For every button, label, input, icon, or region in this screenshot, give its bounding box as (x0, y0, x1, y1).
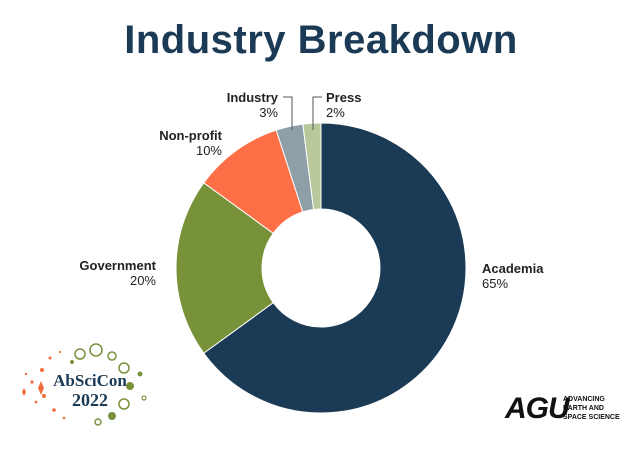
agu-tagline-line-2: EARTH AND (563, 405, 604, 412)
slice-label-press: Press 2% (326, 90, 361, 120)
slice-label-non-profit: Non-profit 10% (140, 128, 222, 158)
chart-title: Industry Breakdown (124, 18, 518, 62)
slice-name-press: Press (326, 90, 362, 105)
slice-label-government: Government 20% (70, 258, 156, 288)
slice-press (302, 122, 322, 211)
agu-tagline: ADVANCING EARTH AND SPACE SCIENCE (563, 395, 625, 422)
slice-government (175, 182, 274, 354)
agu-tagline-line-3: SPACE SCIENCE (563, 414, 620, 421)
leader-line-press (312, 96, 322, 130)
slice-name-non-profit: Non-profit (159, 128, 222, 143)
agu-tagline-line-1: ADVANCING (563, 396, 605, 403)
slice-academia (202, 122, 467, 414)
slice-label-academia: Academia 65% (482, 261, 543, 291)
slice-label-industry: Industry 3% (212, 90, 278, 120)
logo-sparkles (22, 343, 147, 426)
slice-value-academia: 65% (482, 276, 509, 291)
agu-wordmark: AGU (505, 392, 570, 425)
agu-logo: AGU ADVANCING EARTH AND SPACE SCIENCE (505, 392, 625, 426)
leader-lines (283, 96, 322, 130)
slice-value-government: 20% (129, 273, 156, 288)
slice-value-press: 2% (326, 105, 345, 120)
abscicon-logo: AbSciCon 2022 (22, 343, 147, 426)
logo-event-year: 2022 (72, 390, 108, 410)
slice-name-government: Government (79, 258, 156, 273)
leader-line-industry (283, 96, 293, 130)
slice-name-industry: Industry (226, 90, 278, 105)
slice-value-non-profit: 10% (195, 143, 222, 158)
slice-value-industry: 3% (259, 105, 278, 120)
slice-name-academia: Academia (482, 261, 544, 276)
logo-event-name: AbSciCon (53, 371, 127, 390)
donut-slices (175, 122, 467, 414)
